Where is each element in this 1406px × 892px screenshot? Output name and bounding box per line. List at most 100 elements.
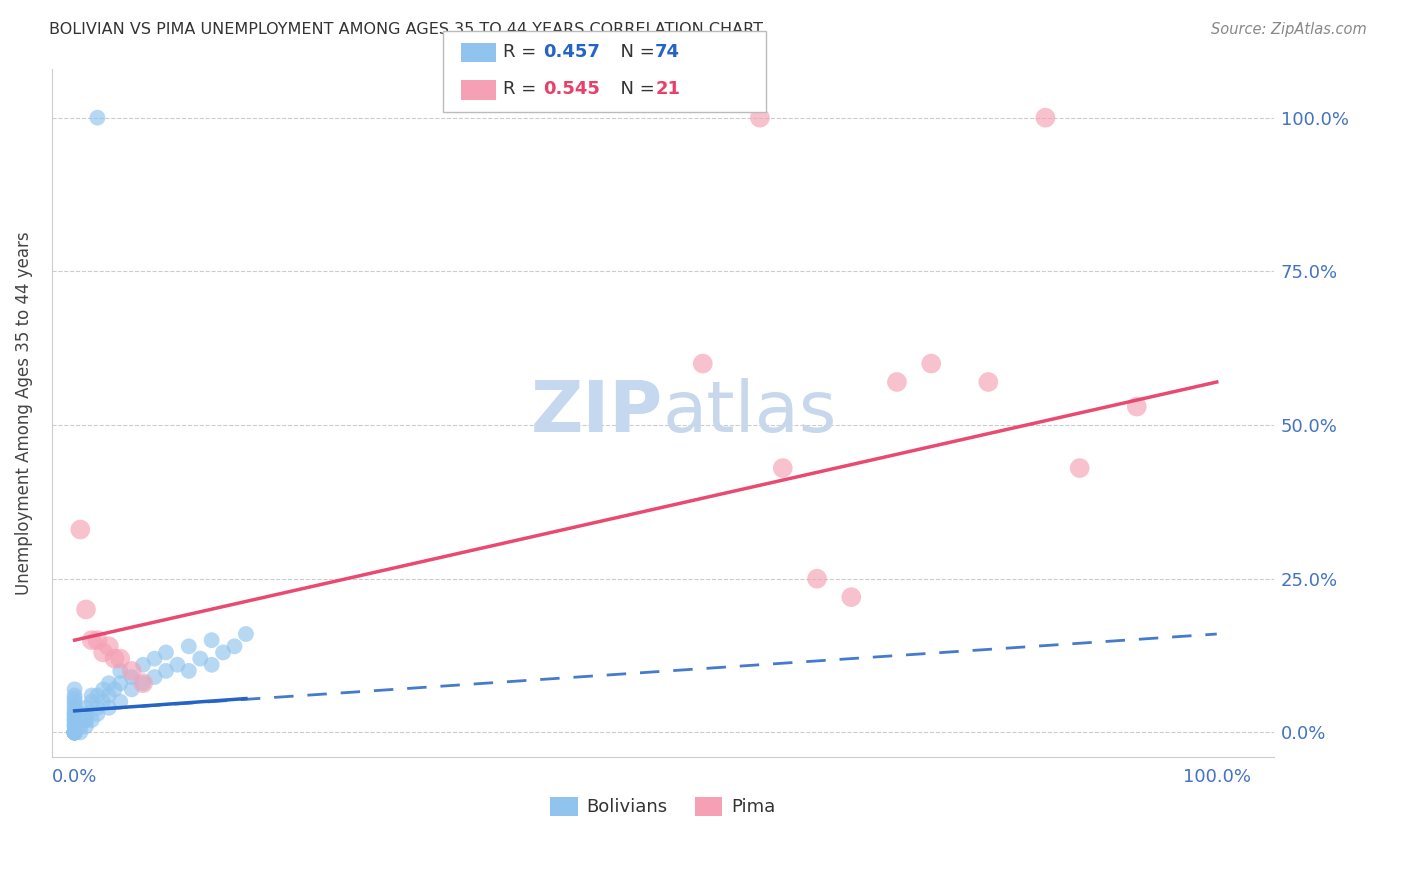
Text: 0.457: 0.457 xyxy=(543,43,599,61)
Point xyxy=(63,706,86,721)
Text: ZIP: ZIP xyxy=(530,378,662,447)
Point xyxy=(839,590,862,604)
Point xyxy=(97,676,120,690)
Point xyxy=(121,682,143,697)
Point xyxy=(63,725,86,739)
Point xyxy=(75,713,97,727)
Point xyxy=(63,725,86,739)
Point xyxy=(63,725,86,739)
Point xyxy=(110,664,132,678)
Point xyxy=(63,704,86,718)
Point xyxy=(103,651,125,665)
Y-axis label: Unemployment Among Ages 35 to 44 years: Unemployment Among Ages 35 to 44 years xyxy=(15,231,32,595)
Text: Source: ZipAtlas.com: Source: ZipAtlas.com xyxy=(1211,22,1367,37)
Point xyxy=(201,633,224,648)
Point xyxy=(91,682,114,697)
Point xyxy=(177,664,200,678)
Point xyxy=(235,627,257,641)
Point xyxy=(63,716,86,731)
Point xyxy=(155,645,177,659)
Point xyxy=(86,689,108,703)
Text: 21: 21 xyxy=(655,80,681,98)
Legend: Bolivians, Pima: Bolivians, Pima xyxy=(543,789,782,823)
Text: BOLIVIAN VS PIMA UNEMPLOYMENT AMONG AGES 35 TO 44 YEARS CORRELATION CHART: BOLIVIAN VS PIMA UNEMPLOYMENT AMONG AGES… xyxy=(49,22,763,37)
Point xyxy=(63,725,86,739)
Point xyxy=(63,710,86,724)
Point xyxy=(80,689,103,703)
Point xyxy=(63,725,86,739)
Point xyxy=(103,682,125,697)
Point xyxy=(121,664,143,678)
Point xyxy=(886,375,908,389)
Point xyxy=(91,645,114,659)
Point xyxy=(97,640,120,654)
Point xyxy=(63,725,86,739)
Text: N =: N = xyxy=(609,43,661,61)
Point xyxy=(80,633,103,648)
Point xyxy=(920,357,942,371)
Point xyxy=(977,375,1000,389)
Point xyxy=(63,725,86,739)
Point xyxy=(63,725,86,739)
Point xyxy=(772,461,794,475)
Point xyxy=(86,706,108,721)
Point xyxy=(224,640,246,654)
Point xyxy=(110,695,132,709)
Point xyxy=(212,645,235,659)
Point xyxy=(63,691,86,706)
Point xyxy=(132,657,155,672)
Point xyxy=(1126,400,1149,414)
Text: R =: R = xyxy=(503,80,543,98)
Text: 74: 74 xyxy=(655,43,681,61)
Point xyxy=(201,657,224,672)
Point xyxy=(63,713,86,727)
Point xyxy=(63,725,86,739)
Point xyxy=(143,670,166,684)
Point xyxy=(75,700,97,714)
Point xyxy=(63,725,86,739)
Point xyxy=(143,651,166,665)
Point xyxy=(121,670,143,684)
Point xyxy=(63,698,86,712)
Point xyxy=(75,602,97,616)
Point xyxy=(97,689,120,703)
Point xyxy=(63,719,86,733)
Point xyxy=(63,725,86,739)
Point xyxy=(80,695,103,709)
Point xyxy=(75,713,97,727)
Point xyxy=(177,640,200,654)
Point xyxy=(1035,111,1057,125)
Point xyxy=(63,695,86,709)
Point xyxy=(63,725,86,739)
Point xyxy=(110,676,132,690)
Point xyxy=(692,357,714,371)
Point xyxy=(75,706,97,721)
Point xyxy=(63,725,86,739)
Point xyxy=(75,719,97,733)
Text: N =: N = xyxy=(609,80,661,98)
Point xyxy=(155,664,177,678)
Point xyxy=(188,651,211,665)
Point xyxy=(63,700,86,714)
Point xyxy=(63,689,86,703)
Point xyxy=(80,713,103,727)
Text: atlas: atlas xyxy=(662,378,837,447)
Point xyxy=(110,651,132,665)
Text: 0.545: 0.545 xyxy=(543,80,599,98)
Point xyxy=(748,111,770,125)
Point xyxy=(806,572,828,586)
Point xyxy=(63,725,86,739)
Point xyxy=(97,700,120,714)
Point xyxy=(69,719,91,733)
Point xyxy=(132,676,155,690)
Point xyxy=(69,725,91,739)
Text: R =: R = xyxy=(503,43,543,61)
Point xyxy=(63,725,86,739)
Point xyxy=(86,111,108,125)
Point xyxy=(69,523,91,537)
Point xyxy=(86,633,108,648)
Point xyxy=(63,725,86,739)
Point xyxy=(63,725,86,739)
Point xyxy=(1069,461,1091,475)
Point xyxy=(63,682,86,697)
